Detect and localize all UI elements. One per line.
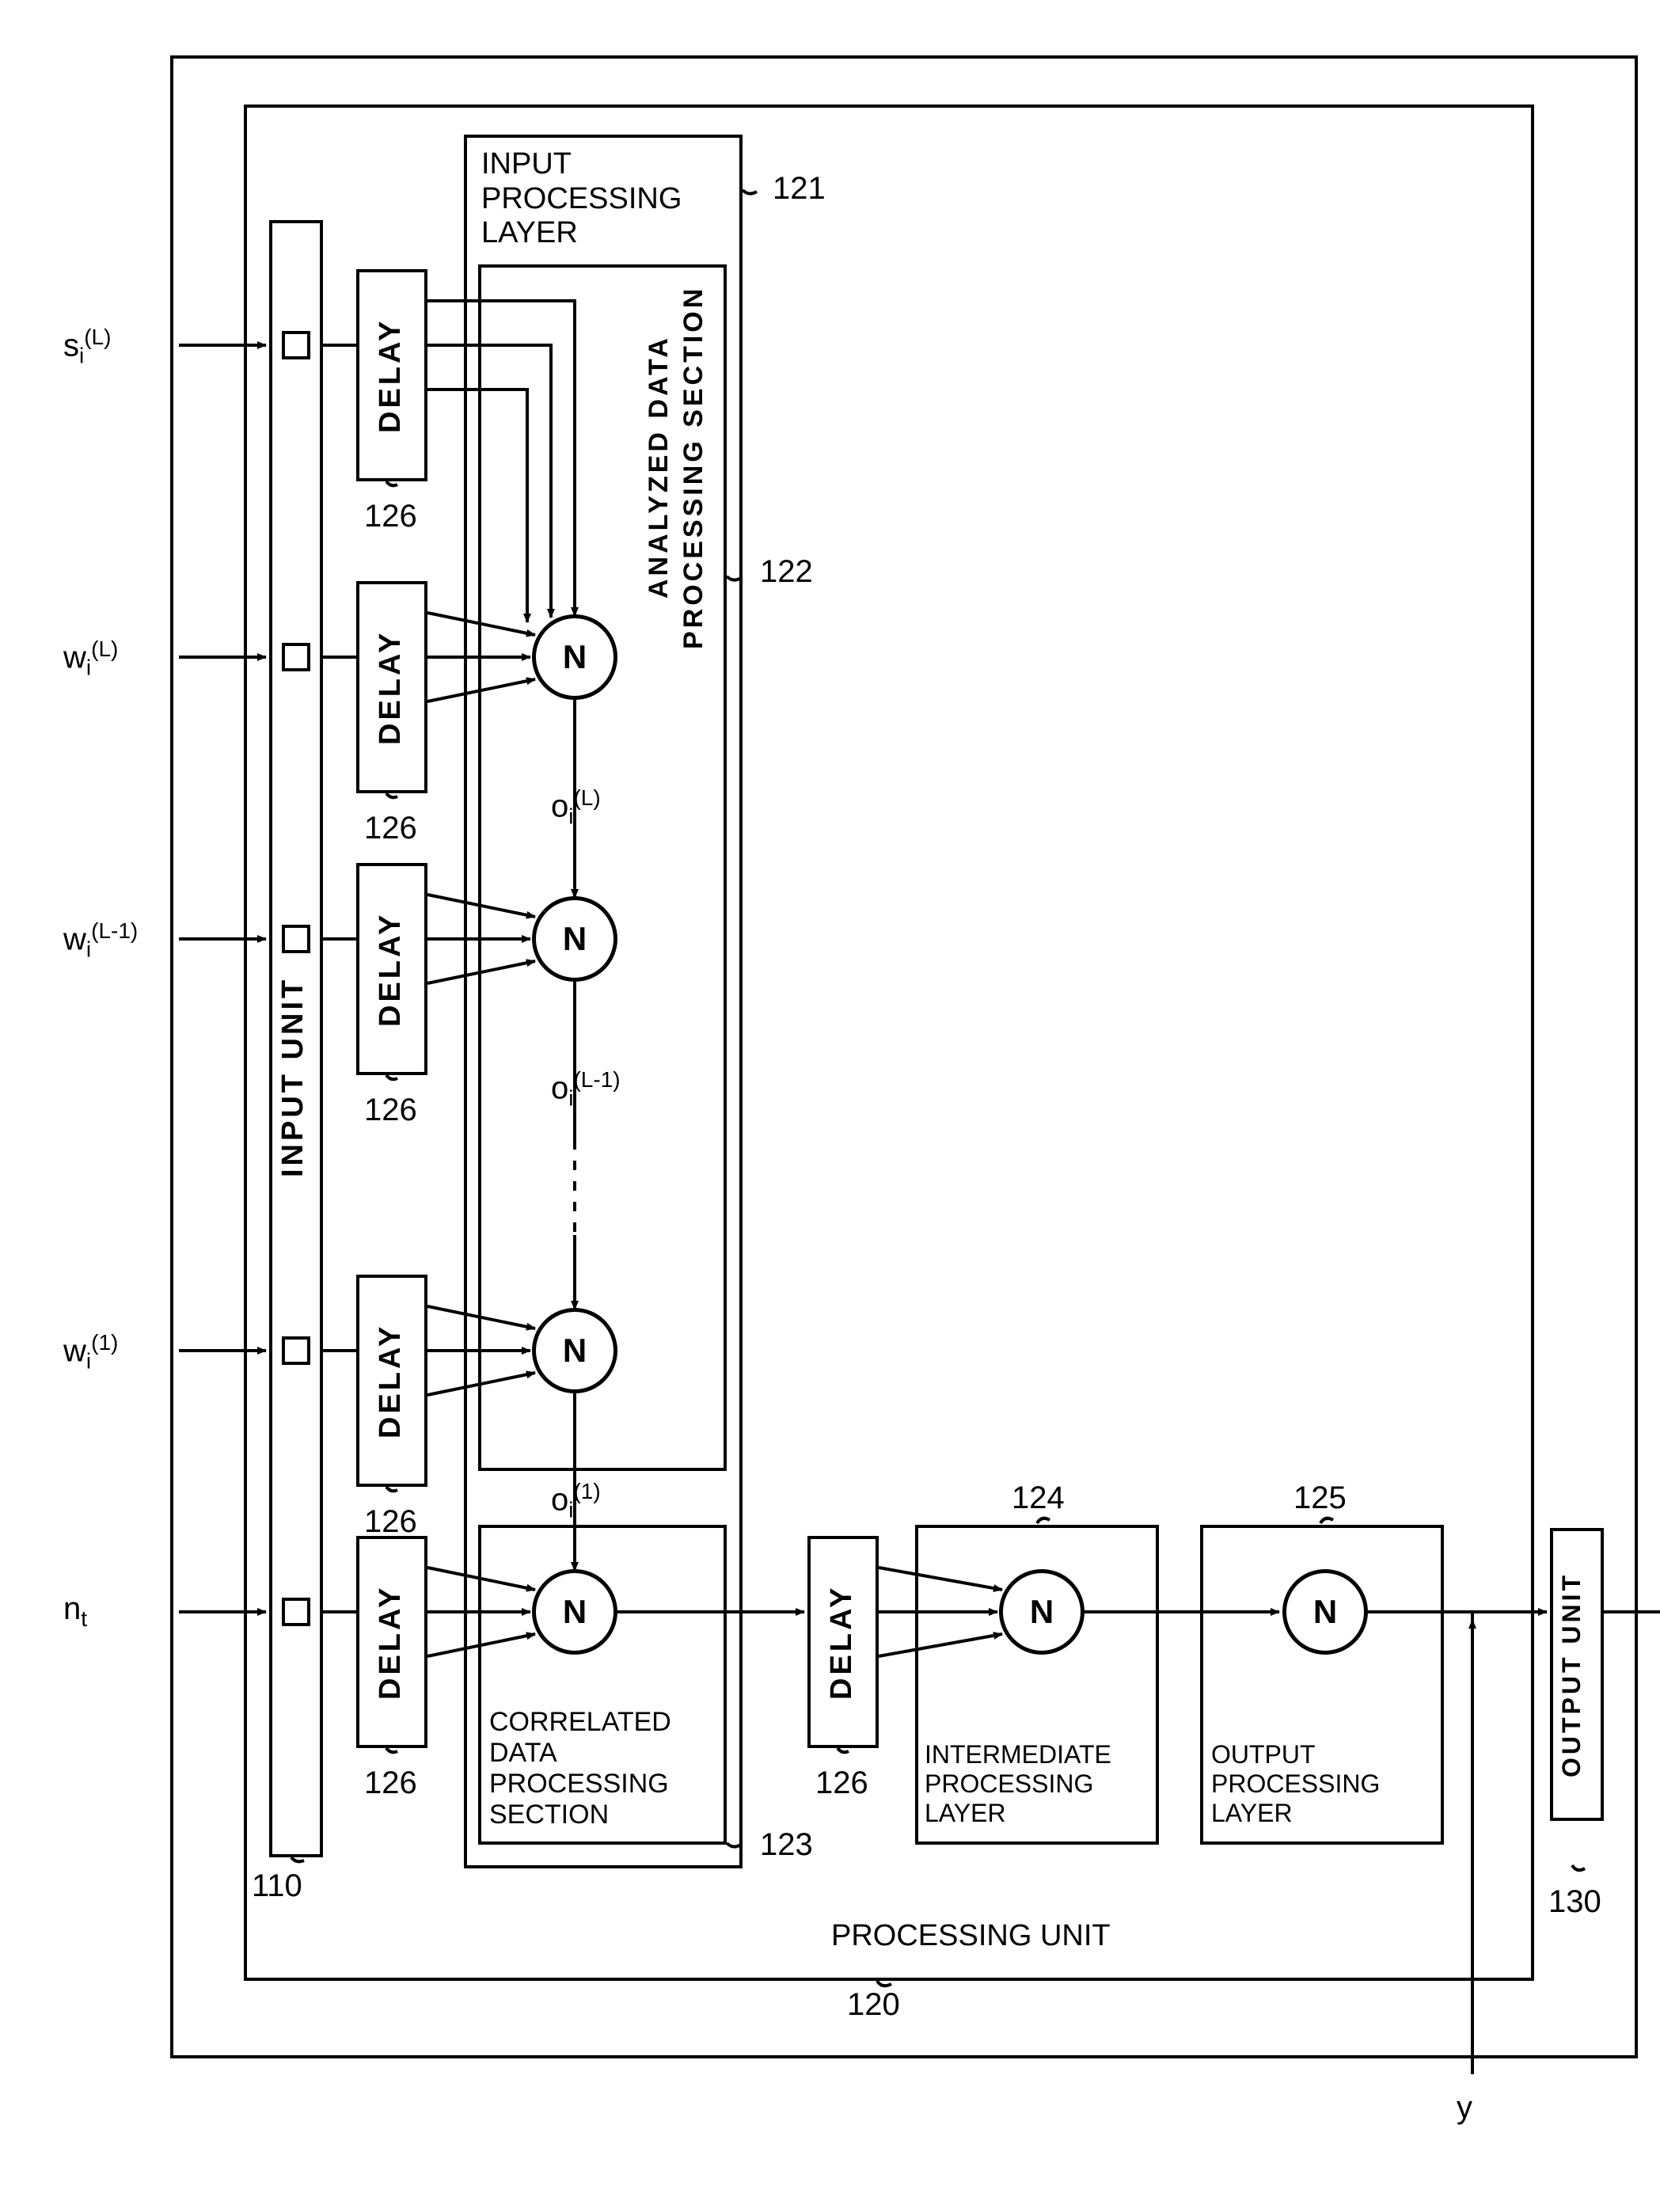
input-port xyxy=(282,643,310,671)
neuron-node: N xyxy=(1282,1569,1368,1655)
input-signal-label: wi(1) xyxy=(63,1330,118,1374)
output-layer-ref: 125 xyxy=(1293,1480,1347,1516)
neuron-node: N xyxy=(999,1569,1085,1655)
input-signal-label: wi(L) xyxy=(63,637,118,680)
input-processing-layer-ref: 121 xyxy=(773,171,826,207)
neuron-node: N xyxy=(532,614,617,700)
delay-ref: 126 xyxy=(815,1765,868,1801)
neuron-node: N xyxy=(532,896,617,982)
processing-unit-label: PROCESSING UNIT xyxy=(831,1919,1111,1953)
intermediate-layer-ref: 124 xyxy=(1012,1480,1065,1516)
correlated-section-label: CORRELATEDDATAPROCESSINGSECTION xyxy=(489,1707,671,1830)
correlated-section-ref: 123 xyxy=(760,1827,813,1863)
delay-label: DELAY xyxy=(825,1560,859,1724)
delay-label: DELAY xyxy=(374,293,408,458)
delay-ref: 126 xyxy=(364,1765,417,1801)
delay-ref: 126 xyxy=(364,499,417,534)
delay-ref: 126 xyxy=(364,1504,417,1540)
intermediate-output-label: oi(L) xyxy=(551,785,601,829)
delay-ref: 126 xyxy=(364,1093,417,1128)
input-port xyxy=(282,331,310,359)
delay-label: DELAY xyxy=(374,887,408,1051)
input-port xyxy=(282,1336,310,1365)
output-layer-label: OUTPUTPROCESSINGLAYER xyxy=(1211,1740,1380,1827)
input-signal-label: wi(L-1) xyxy=(63,918,138,962)
input-port xyxy=(282,925,310,953)
neuron-node: N xyxy=(532,1308,617,1393)
input-signal-label: nt xyxy=(63,1591,87,1632)
neuron-node: N xyxy=(532,1569,617,1655)
diagram-canvas: PROCESSING UNIT 120 INPUT UNIT 110 OUTPU… xyxy=(32,32,1660,2180)
intermediate-output-label: oi(L-1) xyxy=(551,1067,621,1111)
input-unit-ref: 110 xyxy=(252,1868,302,1904)
output-unit-label: OUTPUT UNIT xyxy=(1557,1544,1586,1805)
analyzed-section-ref: 122 xyxy=(760,554,813,590)
analyzed-section-label: ANALYZED DATAPROCESSING SECTION xyxy=(641,277,711,657)
input-signal-label: si(L) xyxy=(63,325,111,368)
delay-label: DELAY xyxy=(374,1298,408,1463)
intermediate-layer-label: INTERMEDIATEPROCESSINGLAYER xyxy=(925,1740,1111,1827)
input-processing-layer-label: INPUTPROCESSINGLAYER xyxy=(481,147,682,251)
delay-ref: 126 xyxy=(364,811,417,846)
delay-label: DELAY xyxy=(374,605,408,770)
delay-label: DELAY xyxy=(374,1560,408,1724)
intermediate-output-label: oi(1) xyxy=(551,1479,601,1522)
output-unit-ref: 130 xyxy=(1548,1884,1601,1920)
output-y-label: y xyxy=(1457,2090,1472,2126)
input-port xyxy=(282,1598,310,1626)
processing-unit-ref: 120 xyxy=(847,1987,900,2023)
input-unit-label: INPUT UNIT xyxy=(276,918,310,1235)
